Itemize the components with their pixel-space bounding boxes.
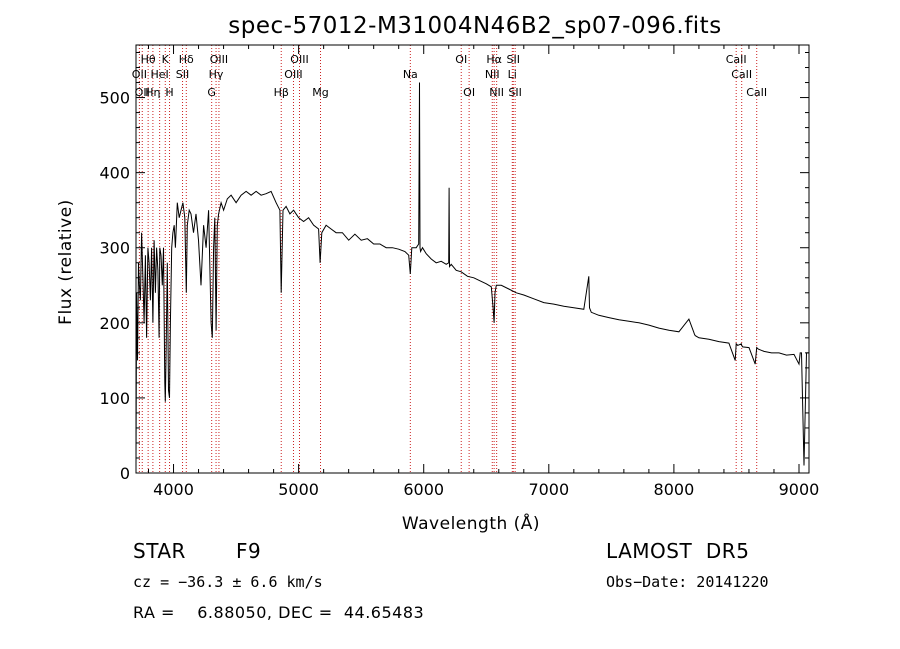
line-label-11: OIII — [210, 53, 228, 66]
coordinates: RA = 6.88050, DEC = 44.65483 — [133, 603, 425, 622]
line-label-1: OII — [135, 86, 150, 99]
survey-release: LAMOST DR5 — [606, 539, 750, 563]
line-label-16: Na — [403, 68, 418, 81]
line-label-27: CaII — [746, 86, 767, 99]
y-tick-label-4: 400 — [99, 164, 130, 183]
line-label-0: OII — [132, 68, 147, 81]
line-label-23: SII — [507, 53, 520, 66]
line-label-6: H — [165, 86, 173, 99]
line-label-14: OIII — [290, 53, 308, 66]
x-tick-label-3: 7000 — [528, 480, 569, 499]
line-label-2: Hθ — [141, 53, 156, 66]
line-label-5: K — [162, 53, 170, 66]
spectral-line-markers — [138, 45, 758, 473]
line-label-24: SII — [508, 86, 521, 99]
line-label-20: Hα — [486, 53, 502, 66]
line-label-7: SII — [176, 68, 189, 81]
x-tick-label-5: 9000 — [779, 480, 820, 499]
line-label-25: CaII — [726, 53, 747, 66]
x-axis-label: Wavelength (Å) — [402, 512, 540, 534]
y-tick-label-1: 100 — [99, 389, 130, 408]
redshift-velocity: cz = −36.3 ± 6.6 km/s — [133, 573, 323, 591]
x-tick-label-2: 6000 — [403, 480, 444, 499]
line-label-4: HeI — [150, 68, 168, 81]
spectral-line-labels: OIIOIIHθHηHeIKHSIIHδGHγOIIIHβOIIIOIIIMgN… — [132, 53, 767, 99]
line-label-21: NII — [489, 86, 504, 99]
x-axis-ticks: 4000 5000 6000 7000 8000 9000 — [148, 45, 820, 499]
chart-title: spec-57012-M31004N46B2_sp07-096.fits — [228, 13, 721, 39]
line-label-10: Hγ — [209, 68, 224, 81]
x-tick-label-1: 5000 — [278, 480, 319, 499]
y-tick-label-2: 200 — [99, 314, 130, 333]
line-label-22: Li — [508, 68, 517, 81]
observation-date: Obs−Date: 20141220 — [606, 573, 769, 591]
line-label-12: Hβ — [274, 86, 289, 99]
line-label-15: Mg — [312, 86, 328, 99]
line-label-19: NII — [485, 68, 500, 81]
spectral-subclass: F9 — [236, 539, 262, 563]
line-label-18: OI — [463, 86, 475, 99]
line-label-26: CaII — [731, 68, 752, 81]
line-label-13: OIII — [284, 68, 302, 81]
x-tick-label-4: 8000 — [654, 480, 695, 499]
y-tick-label-0: 0 — [120, 464, 130, 483]
spectrum-line — [135, 82, 809, 466]
plot-frame — [135, 44, 810, 474]
y-axis-label: Flux (relative) — [56, 199, 76, 325]
x-tick-label-0: 4000 — [153, 480, 194, 499]
line-label-3: Hη — [145, 86, 160, 99]
line-label-8: Hδ — [179, 53, 194, 66]
line-label-17: OI — [455, 53, 467, 66]
y-tick-label-5: 500 — [99, 89, 130, 108]
line-label-9: G — [207, 86, 216, 99]
object-class: STAR — [133, 539, 186, 563]
y-tick-label-3: 300 — [99, 239, 130, 258]
